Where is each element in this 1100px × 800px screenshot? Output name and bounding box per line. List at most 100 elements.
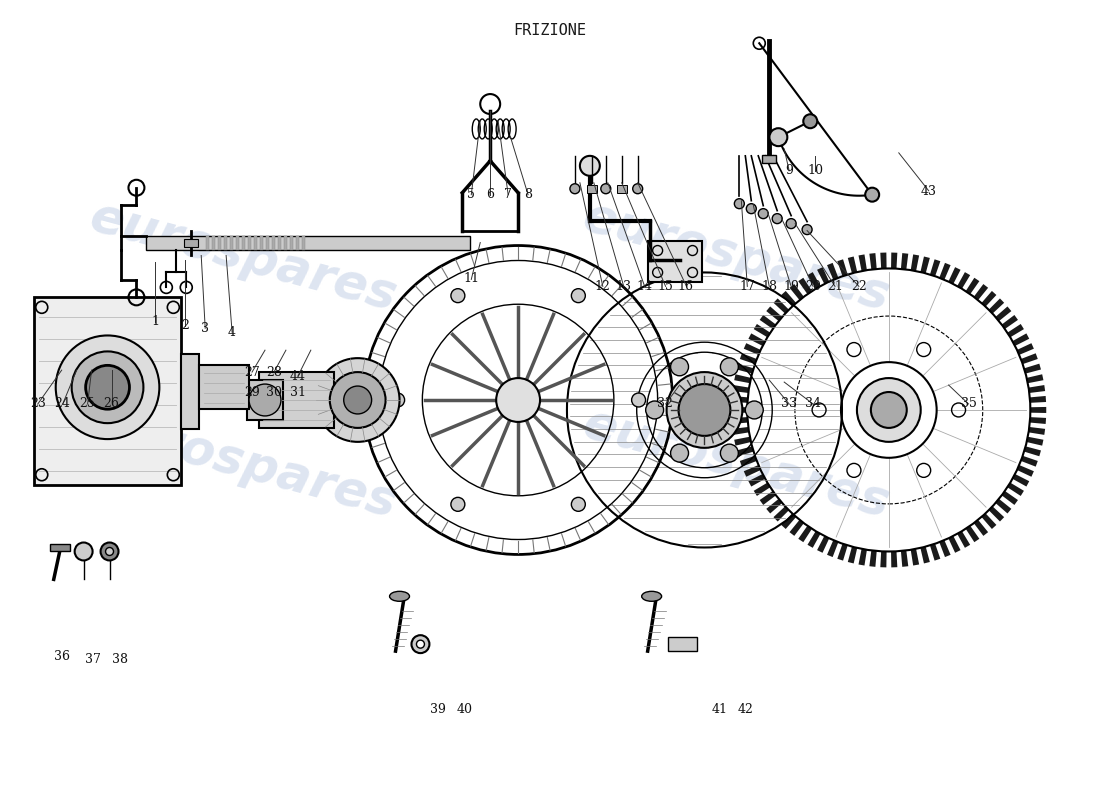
Polygon shape	[848, 257, 857, 274]
Polygon shape	[1021, 354, 1037, 364]
Text: 27: 27	[244, 366, 260, 378]
Text: 8: 8	[524, 188, 532, 201]
Text: 7: 7	[505, 188, 513, 201]
Polygon shape	[799, 526, 812, 542]
Text: 40: 40	[456, 703, 473, 716]
Bar	[290, 235, 293, 250]
Text: eurospares: eurospares	[578, 193, 895, 321]
Circle shape	[632, 184, 642, 194]
Polygon shape	[930, 544, 940, 561]
Bar	[249, 235, 251, 250]
Polygon shape	[807, 531, 821, 548]
Text: 22: 22	[851, 280, 867, 294]
Bar	[258, 372, 333, 428]
Polygon shape	[974, 520, 988, 536]
Circle shape	[786, 218, 796, 229]
Polygon shape	[740, 456, 757, 466]
Polygon shape	[921, 546, 929, 563]
Text: 23: 23	[30, 398, 46, 410]
Circle shape	[451, 498, 465, 511]
Polygon shape	[981, 514, 997, 529]
Circle shape	[667, 372, 743, 448]
Text: 31: 31	[290, 386, 306, 398]
Polygon shape	[737, 446, 754, 456]
Polygon shape	[760, 315, 775, 329]
Circle shape	[772, 214, 782, 224]
Polygon shape	[781, 514, 796, 529]
Text: 41: 41	[712, 703, 728, 716]
Bar	[284, 235, 287, 250]
Polygon shape	[748, 474, 766, 486]
Circle shape	[746, 401, 763, 419]
Polygon shape	[827, 540, 838, 557]
Bar	[648, 241, 703, 282]
Circle shape	[735, 198, 745, 209]
Polygon shape	[948, 267, 960, 284]
Circle shape	[871, 392, 906, 428]
Polygon shape	[754, 482, 770, 496]
Bar	[218, 235, 221, 250]
Bar	[254, 235, 257, 250]
Circle shape	[72, 351, 143, 423]
Text: 6: 6	[486, 188, 494, 201]
Polygon shape	[996, 499, 1011, 514]
Text: 11: 11	[463, 272, 480, 286]
Polygon shape	[733, 385, 749, 393]
Text: 4: 4	[228, 326, 236, 338]
Circle shape	[720, 358, 738, 376]
Polygon shape	[733, 427, 749, 435]
Polygon shape	[869, 253, 877, 270]
Circle shape	[671, 444, 689, 462]
Text: 30: 30	[266, 386, 282, 398]
Bar	[617, 185, 627, 193]
Text: 25: 25	[79, 398, 96, 410]
Polygon shape	[911, 549, 920, 566]
Polygon shape	[1026, 437, 1044, 446]
Polygon shape	[790, 520, 804, 536]
Polygon shape	[848, 546, 857, 563]
Polygon shape	[858, 254, 867, 271]
Bar	[278, 235, 280, 250]
Text: 42: 42	[737, 703, 754, 716]
Bar	[587, 185, 597, 193]
Text: 13: 13	[615, 280, 631, 294]
Text: 5: 5	[468, 188, 475, 201]
Circle shape	[451, 289, 465, 302]
Text: 43: 43	[921, 185, 936, 198]
Polygon shape	[911, 254, 920, 271]
Polygon shape	[957, 272, 970, 289]
Bar	[182, 354, 199, 429]
Polygon shape	[1012, 334, 1030, 346]
Polygon shape	[930, 259, 940, 276]
Ellipse shape	[389, 591, 409, 602]
Polygon shape	[901, 253, 909, 270]
Polygon shape	[974, 284, 988, 300]
Polygon shape	[773, 298, 789, 314]
Polygon shape	[790, 284, 804, 300]
Circle shape	[56, 335, 160, 439]
Polygon shape	[837, 544, 848, 561]
Circle shape	[330, 372, 386, 428]
Polygon shape	[773, 506, 789, 522]
Polygon shape	[732, 407, 747, 413]
Text: 12: 12	[595, 280, 610, 294]
Polygon shape	[939, 263, 950, 280]
Circle shape	[720, 444, 738, 462]
Circle shape	[316, 358, 399, 442]
Text: 21: 21	[827, 280, 843, 294]
Polygon shape	[837, 259, 848, 276]
Polygon shape	[891, 253, 898, 269]
Text: 20: 20	[805, 280, 821, 294]
Circle shape	[417, 640, 425, 648]
Circle shape	[758, 209, 768, 218]
Text: 28: 28	[266, 366, 282, 378]
Text: 17: 17	[739, 280, 756, 294]
Polygon shape	[966, 526, 979, 542]
Circle shape	[249, 384, 280, 416]
Polygon shape	[891, 551, 898, 567]
Polygon shape	[1028, 385, 1045, 393]
Text: eurospares: eurospares	[85, 400, 401, 528]
Bar	[260, 235, 263, 250]
Polygon shape	[996, 306, 1011, 321]
Text: 29: 29	[244, 386, 260, 398]
